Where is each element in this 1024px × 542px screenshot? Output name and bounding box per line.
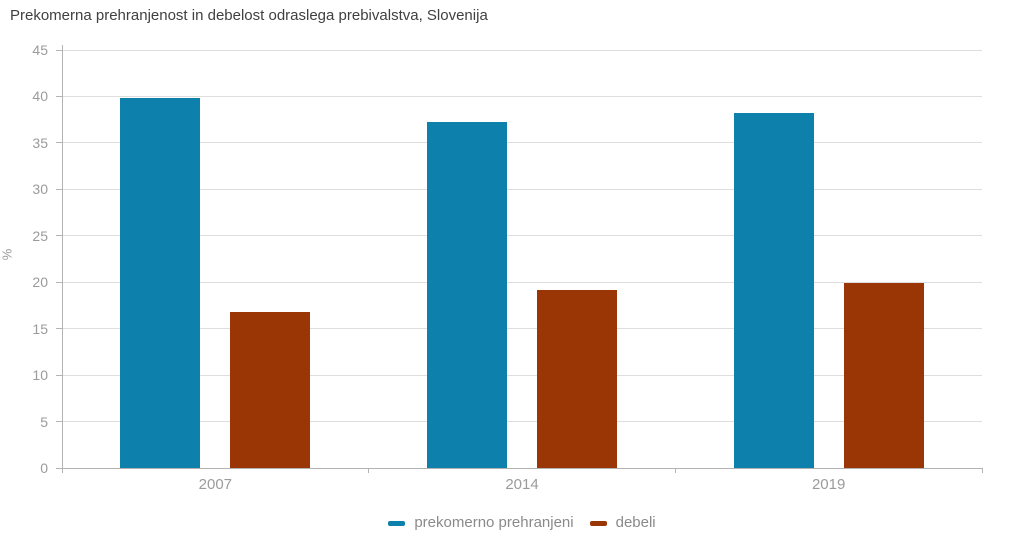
y-tick-mark [56, 281, 62, 283]
y-tick-mark [56, 49, 62, 51]
gridline [62, 49, 982, 51]
x-tick-mark [368, 468, 370, 473]
y-tick-mark [56, 328, 62, 330]
legend-label: prekomerno prehranjeni [414, 514, 574, 531]
gridline [62, 374, 982, 376]
y-tick-label: 45 [32, 42, 48, 58]
gridline [62, 281, 982, 283]
x-category-label: 2019 [811, 476, 846, 493]
y-tick-label: 5 [40, 413, 48, 430]
y-tick-mark [56, 188, 62, 190]
y-tick-mark [56, 142, 62, 144]
y-tick-label: 35 [32, 134, 48, 151]
y-tick-mark [56, 421, 62, 423]
legend: prekomerno prehranjeni debeli [62, 511, 982, 535]
y-tick-mark [56, 95, 62, 97]
y-tick-mark [56, 374, 62, 376]
y-tick-mark [56, 467, 62, 469]
x-category-label: 2007 [198, 476, 233, 493]
y-tick-label: 10 [32, 367, 48, 384]
legend-dash-icon [388, 520, 406, 526]
x-tick-mark [981, 468, 983, 473]
gridline [62, 421, 982, 423]
y-tick-label: 40 [32, 88, 48, 105]
legend-dash-icon [589, 520, 607, 526]
legend-label: debeli [615, 514, 656, 531]
bar-prekomerno-prehranjeni-2007[interactable] [120, 98, 201, 468]
x-axis-line [62, 467, 982, 469]
bar-prekomerno-prehranjeni-2014[interactable] [427, 121, 507, 468]
y-tick-label: 0 [40, 460, 48, 476]
legend-item-prekomerno-prehranjeni[interactable]: prekomerno prehranjeni [388, 514, 574, 532]
gridline [62, 95, 982, 97]
y-tick-label: 30 [32, 181, 48, 198]
legend-item-debeli[interactable]: debeli [589, 514, 656, 532]
bar-debeli-2014[interactable] [537, 289, 617, 468]
y-axis-line [61, 45, 63, 468]
bar-debeli-2019[interactable] [843, 283, 924, 468]
gridline [62, 328, 982, 330]
x-tick-mark [674, 468, 676, 473]
y-tick-label: 20 [32, 274, 48, 291]
chart-title: Prekomerna prehranjenost in debelost odr… [10, 7, 488, 24]
x-tick-mark [61, 468, 63, 473]
bar-debeli-2007[interactable] [230, 311, 311, 468]
y-tick-mark [56, 235, 62, 237]
gridline [62, 188, 982, 190]
bar-prekomerno-prehranjeni-2019[interactable] [733, 113, 814, 468]
gridline [62, 235, 982, 237]
y-tick-label: 25 [32, 227, 48, 244]
y-tick-label: 15 [32, 320, 48, 337]
gridline [62, 142, 982, 144]
x-category-label: 2014 [505, 476, 539, 493]
